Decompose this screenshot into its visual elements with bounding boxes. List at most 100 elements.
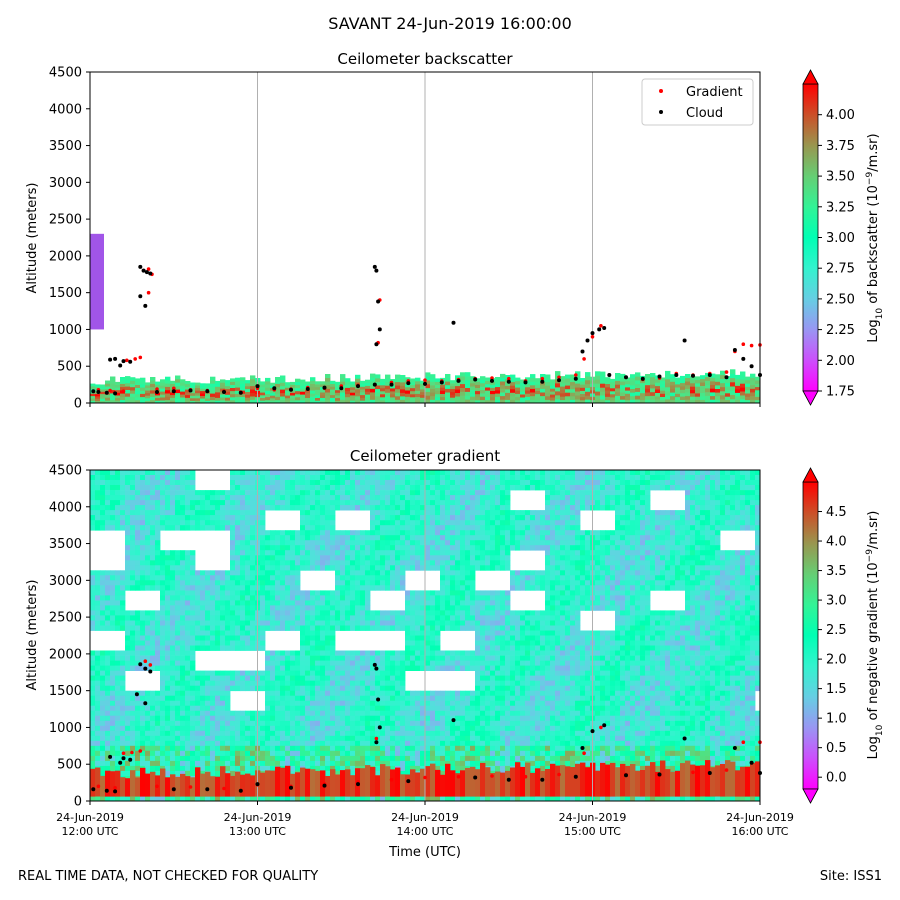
gradient-point (146, 267, 151, 271)
figure-title: SAVANT 24-Jun-2019 16:00:00 (328, 14, 572, 33)
colorbar-gradient (802, 481, 819, 790)
cloud-point (732, 348, 737, 352)
gradient-point (138, 355, 143, 360)
x-tick-time-label: 13:00 UTC (229, 825, 286, 838)
cloud-point (423, 381, 427, 386)
cloud-point (113, 789, 118, 794)
cloud-point (255, 384, 260, 389)
gradient-point (172, 386, 176, 391)
cloud-point (707, 373, 712, 377)
gradient-markers (91, 659, 762, 794)
colorbar-tick-label: 3.5 (826, 564, 847, 579)
gradient-point (557, 375, 561, 380)
colorbar-extend-bottom (802, 788, 819, 804)
cloud-point (356, 384, 360, 389)
cloud-point (138, 264, 143, 269)
x-tick-date-label: 24-Jun-2019 (224, 811, 292, 824)
cloud-point (557, 378, 561, 383)
gradient-point (389, 777, 394, 782)
y-tick-label: 3000 (49, 574, 82, 589)
gradient-point (574, 373, 578, 377)
backscatter-gridlines (257, 72, 593, 403)
y-tick-label: 1000 (49, 323, 82, 338)
colorbar-tick-label: 2.25 (826, 323, 855, 338)
gradient-point (146, 290, 151, 295)
cloud-point (389, 382, 394, 387)
cloud-point (118, 760, 123, 765)
y-tick-label: 3000 (49, 176, 82, 191)
gradient-point (423, 378, 427, 383)
cloud-point (128, 757, 133, 762)
cloud-point (439, 380, 444, 385)
cloud-point (118, 363, 123, 368)
x-tick-date-label: 24-Jun-2019 (56, 811, 124, 824)
cloud-point (143, 303, 148, 308)
backscatter-y-axis-label: Altitude (meters) (25, 183, 40, 294)
cloud-point (143, 666, 148, 671)
colorbar-extend-top (802, 467, 819, 483)
colorbar-tick-label: 3.50 (826, 170, 855, 185)
y-tick-label: 1000 (49, 721, 82, 736)
cloud-point (640, 376, 645, 381)
y-tick-label: 4000 (49, 102, 82, 117)
y-tick-label: 4000 (49, 500, 82, 515)
cloud-point (289, 785, 293, 790)
legend-gradient-label: Gradient (686, 85, 743, 100)
cloud-point (188, 388, 193, 393)
legend-cloud-marker (659, 110, 663, 114)
gradient-y-ticks: 0 500 1000 1500 2000 2500 3000 3500 4000 4500 (49, 464, 90, 810)
cloud-point (506, 379, 511, 384)
colorbar-gradient (802, 83, 819, 392)
colorbar-tick-label: 3.00 (826, 231, 855, 246)
cloud-point (143, 701, 148, 706)
gradient-point (143, 659, 148, 663)
cloud-point (238, 390, 243, 395)
gradient-point (741, 740, 746, 744)
cloud-point (451, 320, 456, 325)
cloud-point (580, 746, 585, 750)
cloud-point (490, 378, 494, 383)
cloud-point (108, 357, 113, 362)
y-tick-label: 2500 (49, 611, 82, 626)
site-label: Site: ISS1 (819, 869, 882, 884)
gradient-point (155, 784, 159, 789)
cloud-point (138, 662, 143, 667)
cloud-point (134, 692, 139, 697)
cloud-point (255, 782, 260, 787)
gradient-point (155, 387, 159, 391)
gradient-point (490, 376, 494, 380)
gradient-point (741, 342, 746, 347)
gradient-point (599, 725, 603, 730)
y-tick-label: 1500 (49, 684, 82, 699)
backscatter-y-ticks: 0 500 1000 1500 2000 2500 3000 3500 4000 4500 (49, 66, 90, 412)
gradient-y-axis-label: Altitude (meters) (25, 580, 40, 691)
cloud-point (322, 783, 327, 788)
y-tick-label: 2500 (49, 213, 82, 228)
cloud-point (372, 662, 377, 667)
cloud-point (238, 788, 243, 793)
colorbar-tick-label: 4.0 (826, 535, 847, 550)
gradient-point (222, 786, 226, 791)
cloud-point (148, 271, 153, 276)
cloud-point (590, 729, 595, 734)
gradient-point (749, 343, 754, 348)
cloud-point (657, 374, 662, 379)
cloud-point (540, 379, 545, 384)
cloud-point (590, 331, 595, 336)
gradient-point (188, 785, 193, 789)
cloud-point (406, 381, 411, 386)
cloud-point (749, 364, 754, 369)
gradient-point (507, 376, 511, 381)
quality-disclaimer: REAL TIME DATA, NOT CHECKED FOR QUALITY (18, 869, 319, 884)
cloud-point (597, 327, 602, 332)
x-tick-time-label: 12:00 UTC (61, 825, 118, 838)
y-tick-label: 4500 (49, 66, 82, 81)
cloud-point (339, 386, 344, 391)
cloud-point (657, 772, 662, 777)
colorbar-tick-label: 3.75 (826, 139, 855, 154)
cloud-point (741, 356, 746, 361)
cloud-point (155, 390, 159, 394)
cloud-point (222, 390, 226, 394)
cloud-point (372, 264, 377, 269)
